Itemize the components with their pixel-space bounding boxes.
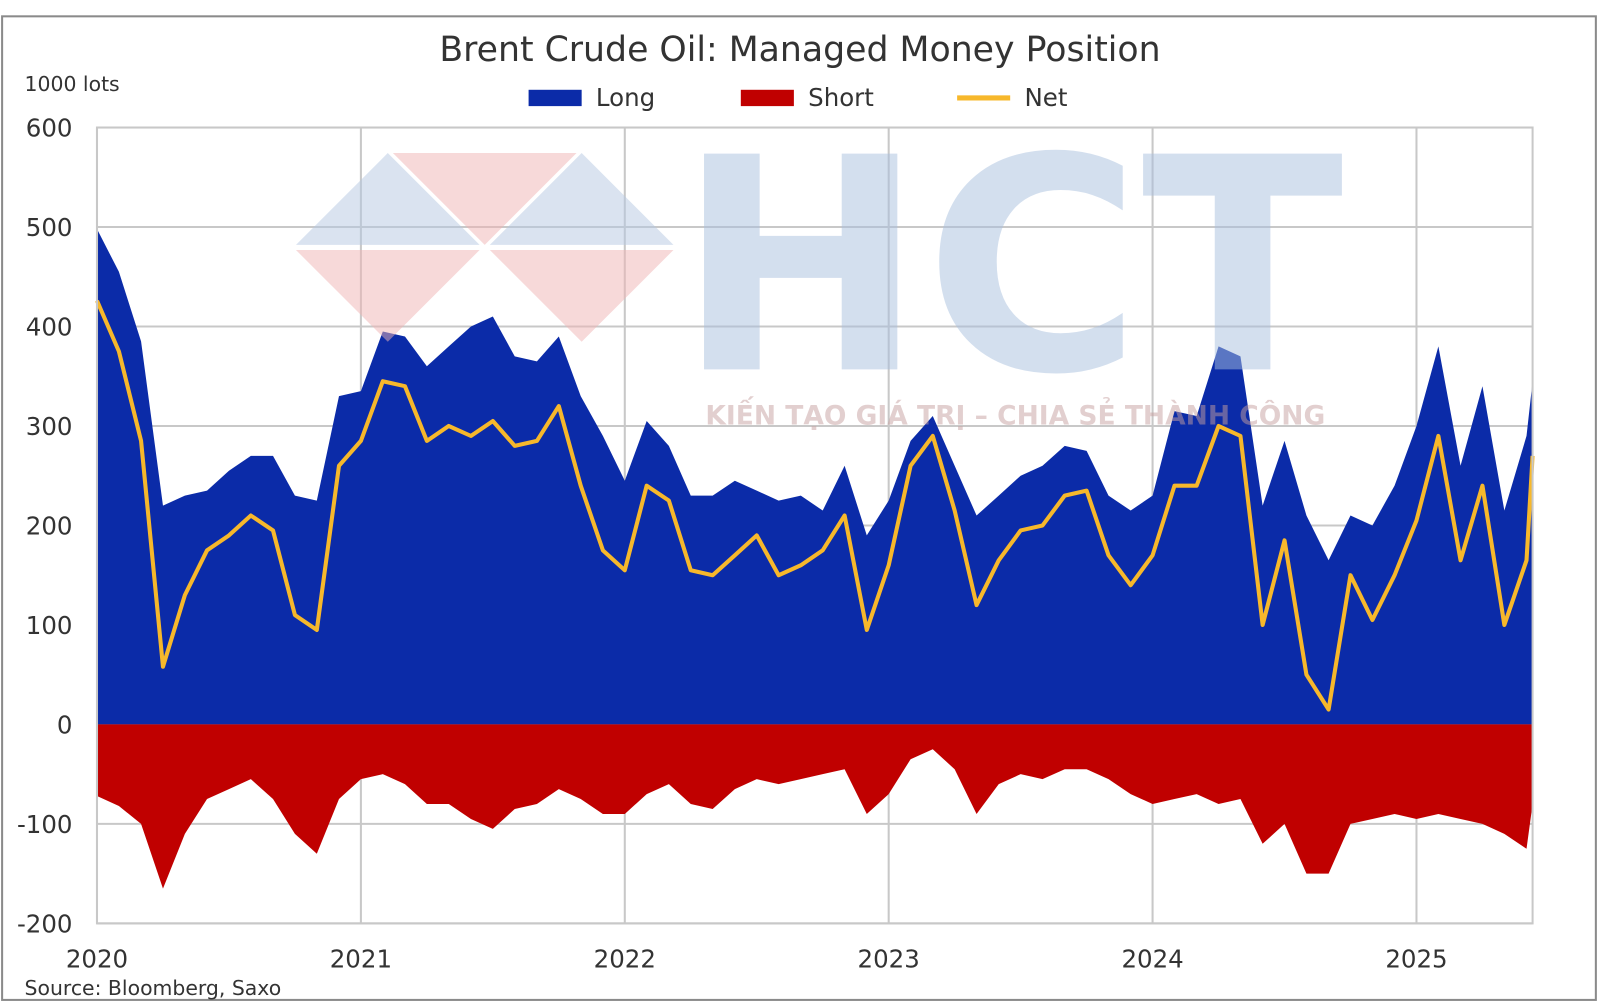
y-tick-label: 0 <box>57 711 73 740</box>
y-tick-label: 500 <box>26 213 73 242</box>
logo-shape <box>392 153 577 245</box>
area-0 <box>96 229 1533 725</box>
x-tick-label: 2025 <box>1385 944 1447 973</box>
area-1 <box>96 724 1533 889</box>
y-tick-label: 100 <box>26 611 73 640</box>
y-tick-label: 600 <box>26 114 73 143</box>
x-tick-label: 2023 <box>858 944 920 973</box>
plot-border <box>95 126 1534 925</box>
legend-label: Net <box>1024 83 1067 112</box>
x-tick-label: 2021 <box>330 944 392 973</box>
y-tick-label: -100 <box>17 810 73 839</box>
logo-shape <box>489 153 674 245</box>
y-axis-label: 1000 lots <box>25 72 120 96</box>
legend-swatch <box>740 89 794 107</box>
watermark-logo: HCT <box>677 94 1345 439</box>
line-2 <box>95 299 1535 712</box>
legend-label: Long <box>596 83 655 112</box>
logo-shape <box>295 153 480 245</box>
x-tick-label: 2022 <box>594 944 656 973</box>
y-tick-label: 200 <box>26 512 73 541</box>
logo-shape <box>295 249 480 342</box>
y-tick-label: -200 <box>17 910 73 939</box>
x-tick-label: 2024 <box>1121 944 1183 973</box>
legend-swatch <box>528 89 582 107</box>
y-tick-label: 300 <box>26 412 73 441</box>
watermark: HCT KIẾN TẠO GIÁ TRỊ – CHIA SẺ THÀNH CÔN… <box>295 94 1345 439</box>
legend-label: Short <box>808 83 874 112</box>
logo-shape <box>489 249 674 342</box>
watermark-slogan: KIẾN TẠO GIÁ TRỊ – CHIA SẺ THÀNH CÔNG <box>705 395 1325 431</box>
x-tick-label: 2020 <box>66 944 128 973</box>
chart-title: Brent Crude Oil: Managed Money Position <box>439 30 1160 70</box>
y-tick-label: 400 <box>26 313 73 342</box>
source: Source: Bloomberg, Saxo <box>25 976 282 1000</box>
